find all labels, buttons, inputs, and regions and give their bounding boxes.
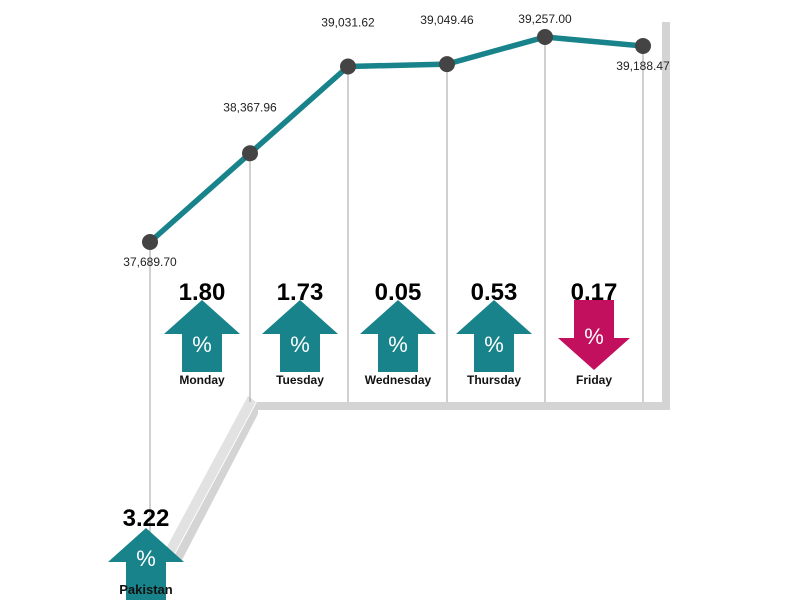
pakistan-summary: 3.22% Pakistan [108, 505, 184, 600]
data-point [635, 37, 651, 54]
percent-glyph: % [484, 332, 504, 357]
data-label: 39,031.62 [321, 15, 375, 29]
percent-glyph: % [388, 332, 408, 357]
daily-change-item: 0.17%Friday [558, 279, 630, 387]
day-guide-lines [149, 37, 644, 552]
up-arrow-icon [108, 528, 184, 600]
day-label: Thursday [467, 373, 521, 387]
data-point [142, 234, 158, 250]
up-arrow-icon [360, 300, 436, 372]
summary-value: 3.22 [123, 505, 170, 532]
data-point [340, 58, 356, 75]
summary-label: Pakistan [119, 582, 173, 597]
percent-glyph: % [192, 332, 212, 357]
up-arrow-icon [262, 300, 338, 372]
day-label: Tuesday [276, 373, 324, 387]
connector-band [162, 396, 256, 558]
daily-change-item: 1.80%Monday [164, 279, 240, 387]
data-label: 39,188.47 [616, 59, 670, 73]
index-line [147, 34, 646, 245]
summary-percent-glyph: % [136, 546, 156, 571]
day-label: Friday [576, 373, 612, 387]
down-arrow-icon [558, 300, 630, 370]
daily-change-group: 1.80%Monday1.73%Tuesday0.05%Wednesday0.5… [164, 279, 630, 387]
connector-shadow [172, 400, 258, 560]
main-panel [248, 14, 662, 402]
data-point [242, 145, 258, 162]
data-label: 38,367.96 [223, 100, 277, 114]
data-label: 39,257.00 [518, 12, 572, 26]
day-label: Wednesday [365, 373, 432, 387]
daily-change-item: 0.53%Thursday [456, 279, 532, 387]
day-label: Monday [179, 373, 225, 387]
index-series: 37,689.70 38,367.96 39,031.62 39,049.46 39,2… [123, 12, 670, 269]
percent-glyph: % [584, 324, 604, 349]
daily-change-item: 0.05%Wednesday [360, 279, 436, 387]
data-point [537, 29, 553, 45]
data-label: 37,689.70 [123, 255, 177, 269]
up-arrow-icon [456, 300, 532, 372]
data-point [439, 56, 455, 73]
data-label: 39,049.46 [420, 13, 474, 27]
up-arrow-icon [164, 300, 240, 372]
percent-glyph: % [290, 332, 310, 357]
daily-change-item: 1.73%Tuesday [262, 279, 338, 387]
